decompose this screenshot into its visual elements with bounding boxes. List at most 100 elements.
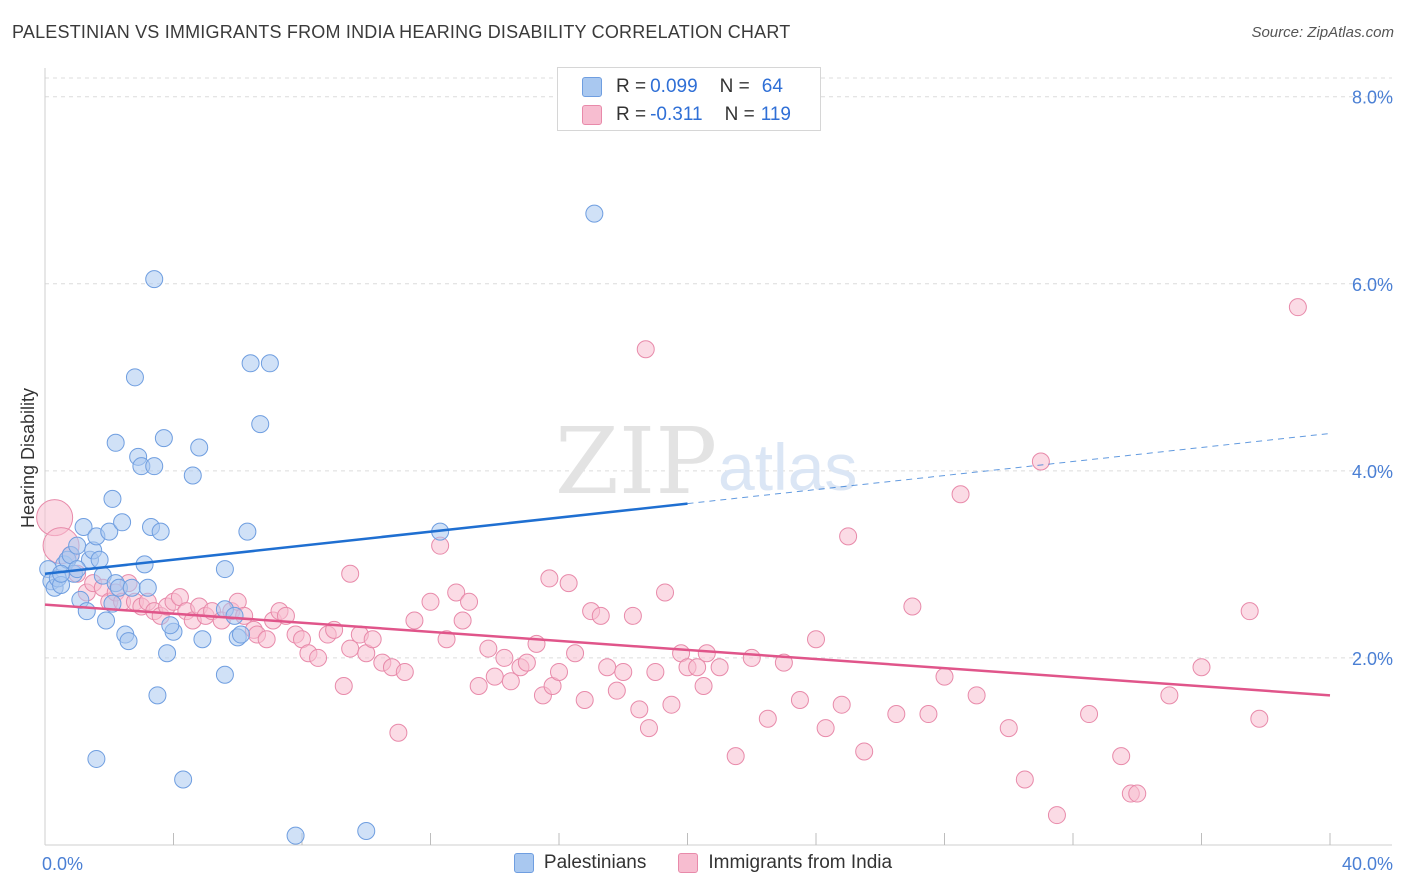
bottom-legend-palestinians: Palestinians (513, 852, 647, 874)
palestinian-point (154, 429, 173, 448)
india-point (607, 681, 626, 700)
india-point (540, 569, 559, 588)
source-label: Source: ZipAtlas.com (1251, 24, 1394, 41)
india-point (639, 719, 658, 738)
chart-title: PALESTINIAN VS IMMIGRANTS FROM INDIA HEA… (12, 22, 791, 42)
india-point (662, 695, 681, 714)
watermark-zip: ZIP (555, 408, 717, 515)
palestinian-point (138, 578, 157, 597)
india-point (816, 719, 835, 738)
india-point (1288, 298, 1307, 317)
y-axis-label: Hearing Disability (18, 388, 38, 528)
india-point (598, 658, 617, 677)
palestinian-point (585, 204, 604, 223)
india-point (656, 583, 675, 602)
tick-labels: 2.0% 4.0% 6.0% 8.0% 0.0% 40.0% (42, 88, 1393, 874)
palestinian-point (90, 550, 109, 569)
bottom-legend-swatch-pink (678, 853, 699, 873)
india-point (309, 648, 328, 667)
palestinian-point (148, 686, 167, 705)
india-point (363, 630, 382, 649)
bottom-legend: Palestinians Immigrants from India (0, 852, 1406, 874)
india-point (855, 742, 874, 761)
palestinian-point (225, 606, 244, 625)
india-point (1250, 709, 1269, 728)
palestinian-point (286, 826, 305, 845)
palestinians-trend-line (44, 502, 688, 575)
india-point (887, 705, 906, 724)
watermark-atlas: atlas (718, 430, 857, 504)
india-point (903, 597, 922, 616)
bottom-legend-india: Immigrants from India (678, 852, 892, 874)
india-point (646, 662, 665, 681)
palestinian-point (215, 665, 234, 684)
palestinian-point (193, 630, 212, 649)
india-point (694, 676, 713, 695)
india-point (919, 705, 938, 724)
india-point (550, 662, 568, 681)
india-point (334, 676, 353, 695)
palestinian-point (119, 632, 138, 651)
legend-r-label: R = (616, 76, 647, 97)
legend-n-label: N = (724, 104, 755, 125)
india-point (389, 723, 408, 742)
series-palestinians-points (39, 204, 604, 845)
series-india-points (36, 298, 1307, 825)
y-tick-label: 6.0% (1352, 275, 1393, 295)
palestinian-point (231, 625, 250, 644)
india-point (935, 667, 954, 686)
india-point (501, 672, 520, 691)
india-point (437, 630, 456, 649)
india-point (447, 583, 466, 602)
india-point (257, 630, 276, 649)
palestinian-point (174, 770, 193, 789)
bottom-legend-swatch-blue (513, 853, 534, 873)
palestinian-point (68, 536, 87, 555)
india-point (758, 709, 777, 728)
bottom-legend-label: Palestinians (543, 852, 647, 873)
india-point (469, 676, 488, 695)
india-point (1160, 686, 1179, 705)
palestinian-point (260, 354, 279, 373)
palestinian-point (238, 522, 257, 541)
india-point (405, 611, 424, 630)
india-point (774, 653, 793, 672)
india-point (517, 653, 536, 672)
legend-swatch-blue (582, 77, 602, 97)
india-point (566, 644, 585, 663)
india-point (460, 592, 479, 611)
x-tick-label: 0.0% (42, 854, 83, 874)
india-point (1128, 784, 1147, 803)
legend-row-india: R = -0.311 N = 119 (582, 104, 795, 126)
india-point (636, 340, 655, 359)
palestinians-trend-extension (687, 432, 1331, 505)
india-point (1047, 806, 1066, 825)
y-tick-label: 8.0% (1352, 88, 1393, 108)
palestinian-point (145, 457, 164, 476)
y-tick-label: 4.0% (1352, 462, 1393, 482)
india-point (591, 606, 610, 625)
india-point (559, 574, 578, 593)
india-point (479, 639, 498, 658)
india-point (697, 644, 716, 663)
palestinian-point (183, 466, 202, 485)
india-point (807, 630, 825, 649)
india-point (395, 662, 414, 681)
india-trend-line (44, 603, 1331, 697)
legend: R = 0.099 N = 64 R = -0.311 N = 119 (557, 67, 821, 131)
legend-n-label: N = (719, 76, 750, 97)
india-point (839, 527, 858, 546)
palestinian-point (161, 616, 180, 635)
india-point (967, 686, 986, 705)
india-point (341, 564, 360, 583)
palestinian-point (97, 611, 116, 630)
palestinian-point (106, 433, 125, 452)
palestinian-point (103, 489, 122, 508)
india-point (630, 700, 649, 719)
palestinian-point (100, 522, 119, 541)
palestinian-point (74, 517, 93, 536)
palestinian-point (113, 513, 132, 532)
india-point (1031, 452, 1050, 471)
axes (44, 68, 1392, 846)
india-point (1112, 747, 1131, 766)
